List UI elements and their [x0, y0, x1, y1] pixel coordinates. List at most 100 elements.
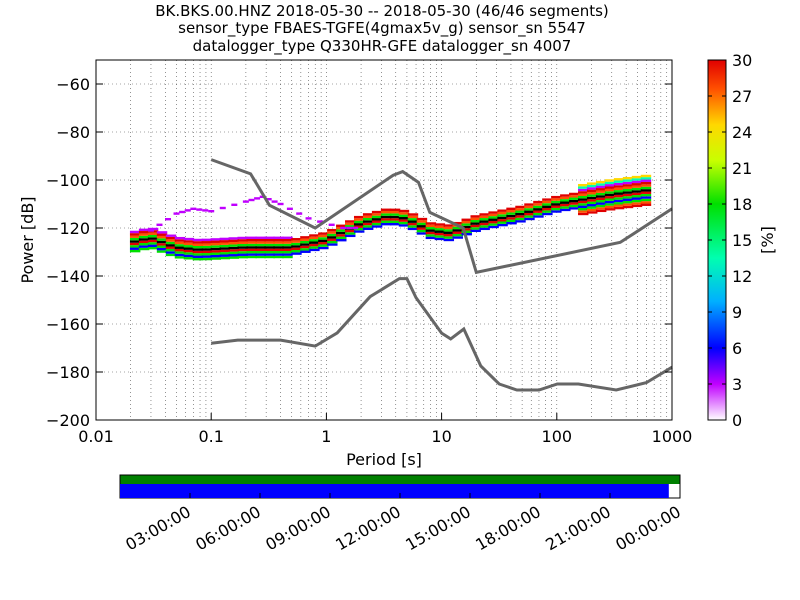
psd-bin — [246, 243, 257, 247]
psd-bin — [246, 253, 257, 256]
psd-bin — [192, 241, 204, 244]
psd-bin — [604, 200, 616, 204]
psd-bin — [443, 229, 455, 232]
psd-bin — [219, 244, 230, 248]
psd-bin — [129, 230, 141, 234]
psd-bin — [309, 246, 320, 249]
psd-bin — [631, 180, 643, 184]
psd-bin — [524, 203, 535, 206]
psd-bin — [497, 223, 508, 227]
psd-bin — [425, 234, 437, 237]
colorbar-tick-label: 30 — [732, 51, 752, 70]
psd-bin — [595, 197, 607, 201]
psd-bin — [380, 213, 392, 216]
psd-bin — [506, 222, 517, 225]
psd-bin — [595, 188, 607, 191]
psd-bin — [604, 188, 616, 192]
psd-bin — [604, 203, 616, 206]
psd-bin — [622, 181, 634, 185]
psd-bin — [228, 244, 239, 247]
psd-bin — [560, 206, 571, 209]
psd-bin — [586, 201, 598, 205]
psd-bin — [184, 209, 191, 212]
psd-bin — [219, 240, 230, 243]
psd-bin — [524, 208, 535, 211]
psd-bin — [595, 204, 607, 208]
psd-bin — [389, 223, 401, 226]
psd-bin — [640, 181, 652, 185]
psd-bin — [488, 225, 499, 229]
psd-bin — [416, 225, 428, 228]
psd-bin — [407, 227, 419, 231]
psd-bin — [640, 174, 652, 178]
psd-bin — [578, 203, 589, 206]
nhnm-line — [210, 158, 673, 275]
psd-bin — [336, 229, 347, 232]
psd-bin — [147, 244, 159, 247]
psd-bin — [452, 229, 463, 232]
psd-bin — [560, 194, 571, 197]
psd-bin — [533, 200, 544, 204]
psd-bin — [318, 237, 329, 240]
psd-bin — [560, 208, 571, 212]
psd-bin — [362, 225, 374, 228]
psd-bin — [165, 251, 177, 254]
psd-bin — [569, 204, 580, 208]
psd-bin — [586, 184, 598, 188]
psd-bin — [569, 199, 580, 203]
psd-bin — [640, 193, 652, 197]
psd-bin — [309, 236, 320, 240]
psd-bin — [318, 234, 329, 238]
psd-bin — [595, 202, 607, 205]
psd-bin — [578, 188, 589, 192]
psd-bin — [398, 209, 410, 213]
psd-bin — [640, 191, 652, 194]
psd-bin — [407, 220, 419, 223]
psd-bin — [273, 255, 284, 259]
psd-bin — [407, 215, 419, 219]
psd-bin — [273, 243, 284, 247]
psd-bin — [192, 257, 204, 261]
psd-bin — [622, 196, 634, 199]
psd-bin — [551, 207, 562, 211]
y-tick-label: −100 — [46, 171, 90, 190]
psd-bin — [129, 249, 141, 253]
psd-bin — [165, 218, 172, 221]
psd-bin — [497, 221, 508, 224]
psd-bin — [586, 187, 598, 190]
psd-bin — [192, 248, 204, 251]
time-tick-label: 00:00:00 — [612, 502, 684, 554]
psd-bin — [586, 211, 598, 214]
psd-bin — [380, 222, 392, 226]
psd-bin — [613, 180, 625, 183]
psd-bin — [452, 221, 463, 225]
time-tick-label: 18:00:00 — [472, 502, 544, 554]
time-tick-label: 09:00:00 — [262, 502, 334, 554]
psd-bin — [228, 256, 239, 259]
time-tick-label: 12:00:00 — [332, 502, 404, 554]
psd-bin — [165, 239, 177, 242]
psd-bin — [479, 220, 490, 223]
psd-bin — [416, 220, 428, 223]
psd-bin — [282, 243, 293, 247]
psd-bin — [165, 234, 177, 237]
psd-bin — [246, 248, 257, 251]
psd-bin — [533, 215, 544, 218]
colorbar-label: [%] — [758, 226, 777, 254]
psd-bin — [425, 229, 437, 232]
psd-bin — [578, 207, 589, 211]
psd-bin — [219, 206, 226, 210]
psd-bin — [506, 214, 517, 218]
psd-bin — [398, 219, 410, 222]
psd-bin — [533, 203, 544, 206]
psd-bin — [246, 246, 257, 249]
psd-bin — [542, 200, 553, 204]
psd-bin — [273, 246, 284, 249]
psd-bin — [282, 241, 293, 244]
psd-bin — [129, 245, 141, 248]
psd-bin — [353, 215, 365, 219]
colorbar-tick-label: 18 — [732, 195, 752, 214]
psd-bin — [586, 199, 598, 202]
psd-bin — [138, 231, 150, 234]
colorbar-tick-label: 27 — [732, 87, 752, 106]
